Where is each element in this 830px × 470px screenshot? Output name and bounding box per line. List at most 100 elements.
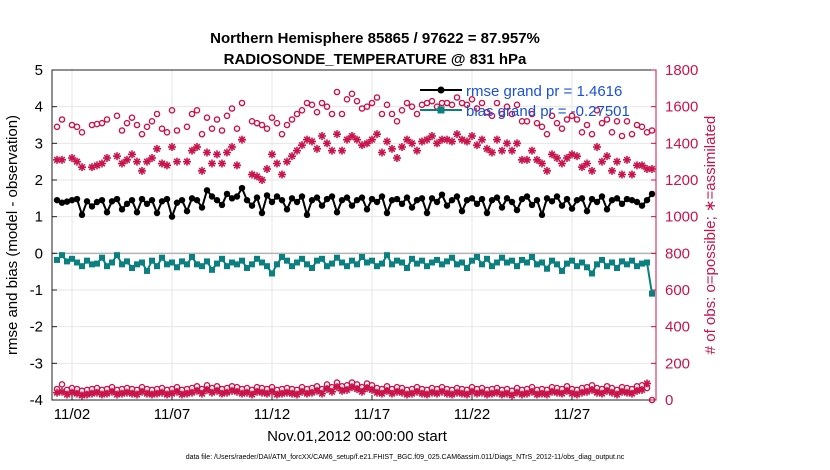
asterisk-stroke — [428, 132, 436, 140]
obs-lower-assimilated-point — [553, 388, 561, 397]
asterisk-stroke — [68, 154, 76, 162]
rmse-point — [298, 193, 306, 200]
rmse-point — [253, 194, 261, 201]
obs-possible-point — [163, 129, 171, 136]
obs-lower-assimilated-point — [163, 390, 171, 399]
obs-assimilated-point — [238, 135, 246, 144]
bias-point — [629, 257, 635, 264]
bias-point — [514, 263, 520, 270]
bias-point — [104, 263, 110, 270]
bias-point — [449, 254, 455, 261]
obs-assimilated-point — [73, 157, 81, 166]
asterisk-stroke — [133, 391, 141, 398]
obs-possible-point — [148, 118, 156, 125]
bias-point — [559, 267, 565, 274]
asterisk-stroke — [348, 383, 356, 391]
y-tick-label-right: 800 — [665, 245, 690, 262]
obs-possible-point — [493, 99, 501, 107]
obs-lower-assimilated-point — [528, 387, 536, 396]
asterisk-stroke — [328, 147, 336, 155]
y-tick-label-left: -1 — [30, 282, 43, 299]
obs-possible-point — [313, 108, 321, 116]
bias-point — [464, 265, 470, 271]
obs-possible-point — [488, 112, 496, 120]
asterisk-stroke — [68, 389, 76, 397]
rmse-point — [573, 196, 581, 204]
asterisk-stroke — [153, 145, 161, 153]
obs-assimilated-point — [223, 148, 231, 157]
asterisk-stroke — [598, 158, 606, 166]
asterisk-stroke — [313, 387, 321, 395]
legend-bias-label: bias grand pr = -0.27501 — [466, 103, 630, 120]
rmse-point — [93, 198, 101, 206]
y-tick-label-right: 200 — [665, 355, 690, 372]
obs-assimilated-point — [183, 157, 191, 166]
bias-point — [314, 257, 320, 264]
bias-point — [344, 263, 350, 270]
rmse-point — [373, 198, 381, 206]
x-tick-label: 11/22 — [454, 406, 490, 423]
obs-possible-point — [208, 125, 216, 132]
rmse-point — [258, 209, 266, 217]
bias-point — [529, 254, 535, 260]
asterisk-stroke — [248, 391, 256, 398]
obs-possible-point — [388, 110, 396, 118]
y-tick-label-left: 1 — [35, 209, 43, 226]
obs-possible-point — [413, 110, 421, 118]
asterisk-stroke — [353, 385, 361, 393]
rmse-point — [308, 196, 316, 204]
obs-assimilated-point — [598, 157, 606, 166]
x-tick-label: 11/07 — [154, 406, 190, 423]
bias-point — [614, 265, 620, 271]
bias-point — [589, 270, 595, 277]
bias-point — [129, 265, 135, 271]
asterisk-stroke — [528, 388, 536, 396]
bias-point — [474, 254, 480, 260]
asterisk-stroke — [413, 388, 421, 396]
rmse-point — [423, 209, 431, 217]
rmse-point — [578, 195, 586, 202]
obs-assimilated-point — [573, 152, 581, 161]
asterisk-stroke — [248, 171, 256, 178]
rmse-point — [518, 195, 526, 203]
asterisk-stroke — [518, 391, 526, 398]
obs-lower-assimilated-point — [358, 387, 366, 396]
asterisk-stroke — [253, 172, 261, 180]
rmse-point — [538, 211, 546, 219]
obs-possible-point — [98, 119, 106, 127]
obs-assimilated-point — [173, 157, 181, 166]
obs-lower-assimilated-point — [88, 389, 96, 398]
bias-point — [339, 259, 345, 266]
bias-point — [519, 256, 525, 263]
rmse-point — [208, 193, 216, 200]
obs-assimilated-point — [578, 163, 586, 172]
asterisk-stroke — [548, 388, 556, 396]
bias-point — [84, 257, 90, 264]
asterisk-stroke — [503, 139, 511, 147]
obs-assimilated-point — [613, 157, 621, 166]
asterisk-stroke — [228, 387, 236, 395]
asterisk-stroke — [283, 158, 291, 166]
bias-point — [109, 259, 115, 266]
asterisk-stroke — [298, 141, 306, 149]
asterisk-stroke — [273, 391, 281, 398]
bias-point — [429, 259, 435, 266]
asterisk-stroke — [468, 132, 476, 140]
obs-lower-assimilated-point — [343, 385, 351, 394]
asterisk-stroke — [153, 390, 161, 397]
asterisk-stroke — [608, 167, 616, 175]
rmse-point — [408, 204, 416, 211]
bias-point — [639, 260, 645, 267]
obs-lower-assimilated-point — [453, 388, 461, 397]
obs-lower-assimilated-point — [283, 388, 291, 397]
asterisk-stroke — [308, 138, 316, 145]
asterisk-stroke — [268, 388, 276, 396]
asterisk-stroke — [263, 165, 271, 173]
obs-assimilated-point — [403, 135, 411, 144]
rmse-point — [438, 191, 446, 198]
obs-lower-assimilated-point — [458, 389, 466, 398]
asterisk-stroke — [628, 390, 636, 397]
rmse-point — [553, 193, 561, 200]
asterisk-stroke — [598, 390, 606, 397]
asterisk-stroke — [423, 136, 431, 144]
